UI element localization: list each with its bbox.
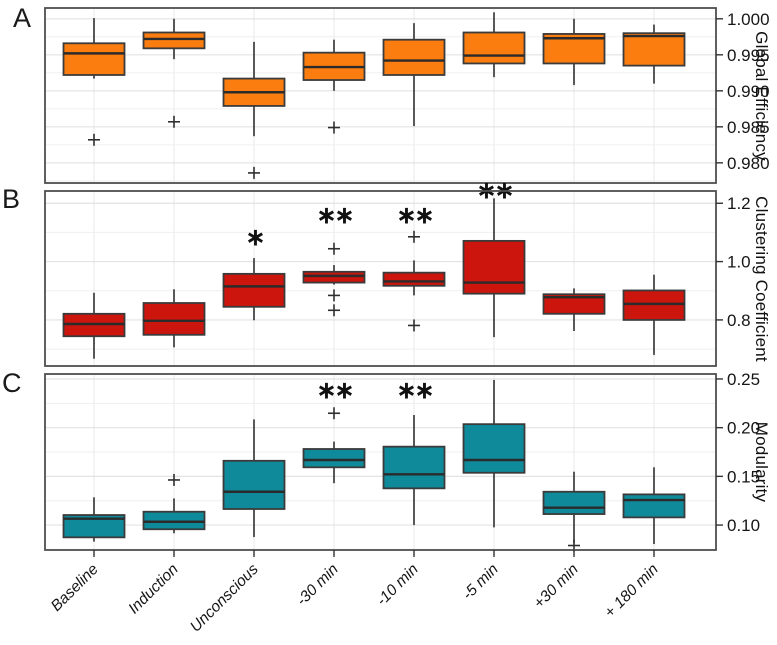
- iqr-box: [222, 459, 286, 510]
- y-tick-label: 0.20: [727, 419, 760, 438]
- y-tick-label: 0.980: [727, 154, 770, 173]
- significance-marker: ∗∗: [396, 376, 432, 405]
- significance-marker: ∗∗: [316, 376, 352, 405]
- boxplot-B-Baseline: [62, 292, 126, 359]
- x-tick-label: Induction: [125, 561, 182, 618]
- x-tick-label: Baseline: [48, 561, 102, 615]
- x-axis: Baseline Induction Unconscious -30 min -10 m…: [48, 550, 662, 636]
- panel-label-b: B: [2, 184, 21, 214]
- boxplot-B-+30 min: [542, 288, 606, 331]
- x-tick-label: -30 min: [293, 561, 342, 610]
- iqr-box: [542, 293, 606, 315]
- iqr-box: [462, 239, 526, 295]
- x-tick-label: + 180 min: [601, 561, 661, 621]
- boxplot-B-Unconscious: [222, 258, 286, 321]
- iqr-box: [622, 32, 686, 67]
- x-tick-label: -10 min: [373, 561, 422, 610]
- iqr-box: [542, 490, 606, 515]
- boxplot-A--10 min: [382, 23, 446, 127]
- boxplot-B-+ 180 min: [622, 274, 686, 355]
- significance-marker: ∗: [245, 222, 263, 251]
- panel-A: 1.000 0.995 0.990 0.985 0.980: [44, 7, 770, 184]
- iqr-box: [142, 510, 206, 531]
- panel-border: [44, 373, 717, 551]
- x-tick-label: Unconscious: [187, 561, 262, 636]
- iqr-box: [622, 289, 686, 321]
- iqr-box: [462, 423, 526, 474]
- y-tick-label: 1.2: [727, 194, 751, 213]
- boxplot-A-Induction: [142, 18, 206, 128]
- y-axis-title-clustering-coefficient: Clustering Coefficient: [752, 196, 771, 362]
- boxplot-A-+ 180 min: [622, 24, 686, 84]
- y-tick-label: 1.000: [727, 10, 770, 29]
- y-tick-label: 0.995: [727, 46, 770, 65]
- x-tick-label: -5 min: [459, 561, 501, 603]
- panel-label-a: A: [13, 3, 32, 33]
- boxplot-C-+ 180 min: [622, 467, 686, 545]
- significance-marker: ∗∗: [316, 200, 352, 229]
- iqr-box: [222, 272, 286, 308]
- iqr-box: [62, 514, 126, 539]
- significance-marker: ∗∗: [396, 200, 432, 229]
- boxplot-C-+30 min: [542, 471, 606, 552]
- boxplot-C-Baseline: [62, 497, 126, 542]
- y-tick-label: 0.15: [727, 467, 760, 486]
- boxplot-A-Baseline: [62, 18, 126, 146]
- iqr-box: [142, 31, 206, 50]
- boxplot-C-Induction: [142, 473, 206, 534]
- panel-C: ∗∗ ∗∗ 0.25 0.20 0.15 0.10: [44, 370, 760, 552]
- iqr-box: [62, 42, 126, 76]
- iqr-box: [302, 448, 366, 469]
- panel-label-c: C: [2, 368, 22, 398]
- boxplot-A--30 min: [302, 39, 366, 134]
- boxplot-A--5 min: [462, 12, 526, 78]
- y-tick-label: 0.10: [727, 516, 760, 535]
- iqr-box: [382, 445, 446, 490]
- y-tick-label: 1.0: [727, 253, 751, 272]
- iqr-box: [622, 493, 686, 519]
- iqr-box: [142, 302, 206, 336]
- boxplot-A-+30 min: [542, 18, 606, 86]
- significance-marker: ∗∗: [476, 175, 512, 204]
- boxplot-C--5 min: [462, 379, 526, 528]
- boxplot-B--5 min: [462, 198, 526, 338]
- y-tick-label: 0.990: [727, 82, 770, 101]
- iqr-box: [382, 38, 446, 76]
- boxplot-C--30 min: [302, 407, 366, 484]
- boxplot-A-Unconscious: [222, 41, 286, 179]
- boxplot-B--10 min: [382, 230, 446, 332]
- y-axis-title-modularity: Modularity: [752, 421, 771, 503]
- y-axis-title-global-efficiency: Global Efficiency: [752, 31, 771, 161]
- iqr-box: [462, 31, 526, 65]
- x-tick-label: +30 min: [531, 561, 582, 612]
- y-tick-label: 0.985: [727, 118, 770, 137]
- y-tick-label: 0.8: [727, 311, 751, 330]
- panel-border: [44, 7, 717, 184]
- panel-B: ∗∗∗ ∗∗∗∗ 1.21.00.8: [44, 175, 751, 367]
- iqr-box: [382, 271, 446, 287]
- iqr-box: [302, 270, 366, 284]
- y-tick-label: 0.25: [727, 370, 760, 389]
- boxplot-C-Unconscious: [222, 419, 286, 538]
- boxplot-B--30 min: [302, 242, 366, 317]
- boxplot-B-Induction: [142, 289, 206, 348]
- panel-border: [44, 190, 717, 367]
- boxplot-C--10 min: [382, 415, 446, 526]
